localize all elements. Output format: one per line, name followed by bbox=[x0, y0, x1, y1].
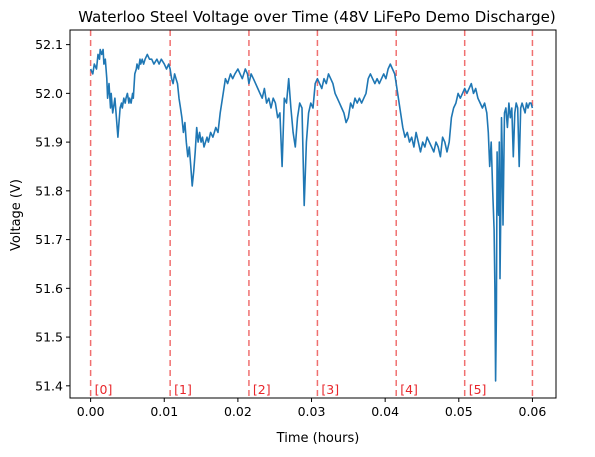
y-tick-label-2: 51.6 bbox=[35, 281, 63, 296]
plot-frame bbox=[69, 29, 557, 399]
x-tick-label-3: 0.03 bbox=[298, 404, 326, 419]
y-tick-label-0: 51.4 bbox=[35, 378, 63, 393]
marker-label-2: [2] bbox=[253, 382, 271, 397]
y-tick-label-6: 52.0 bbox=[35, 86, 63, 101]
marker-label-0: [0] bbox=[95, 382, 113, 397]
x-axis-label: Time (hours) bbox=[276, 431, 360, 446]
marker-label-5: [5] bbox=[469, 382, 487, 397]
y-tick-label-3: 51.7 bbox=[35, 232, 63, 247]
x-tick-label-1: 0.01 bbox=[150, 404, 178, 419]
marker-label-4: [4] bbox=[400, 382, 418, 397]
y-tick-label-1: 51.5 bbox=[35, 330, 63, 345]
x-tick-label-0: 0.00 bbox=[77, 404, 105, 419]
x-tick-label-6: 0.06 bbox=[519, 404, 547, 419]
data-series bbox=[89, 48, 534, 382]
chart-title: Waterloo Steel Voltage over Time (48V Li… bbox=[78, 8, 555, 26]
y-axis-label: Voltage (V) bbox=[9, 179, 24, 251]
marker-lines: [0] [1] [2] [3] [4] [5] bbox=[89, 30, 534, 398]
x-axis: 0.00 0.01 0.02 0.03 0.04 0.05 0.06 bbox=[77, 398, 547, 419]
x-tick-label-2: 0.02 bbox=[224, 404, 252, 419]
x-tick-label-4: 0.04 bbox=[371, 404, 399, 419]
y-tick-label-5: 51.9 bbox=[35, 135, 63, 150]
y-axis: 51.4 51.5 51.6 51.7 51.8 51.9 52.0 52.1 bbox=[35, 37, 70, 393]
y-tick-label-4: 51.8 bbox=[35, 183, 63, 198]
marker-label-1: [1] bbox=[174, 382, 192, 397]
marker-label-3: [3] bbox=[321, 382, 339, 397]
series-line-0 bbox=[89, 48, 534, 382]
y-tick-label-7: 52.1 bbox=[35, 37, 63, 52]
x-tick-label-5: 0.05 bbox=[445, 404, 473, 419]
